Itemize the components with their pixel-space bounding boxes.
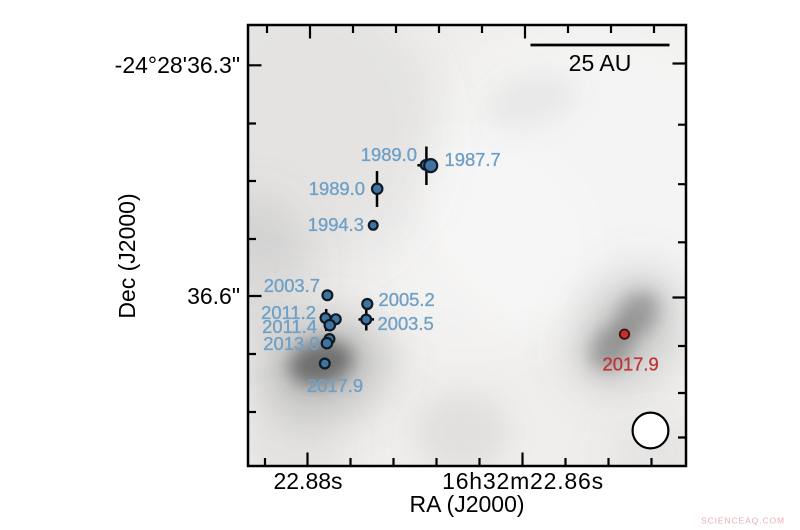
svg-text:2017.9: 2017.9 [307, 375, 363, 396]
svg-text:RA (J2000): RA (J2000) [409, 491, 524, 517]
svg-text:1989.0: 1989.0 [361, 144, 417, 165]
svg-text:2017.9: 2017.9 [603, 354, 659, 375]
svg-text:1987.7: 1987.7 [445, 149, 501, 170]
svg-text:25 AU: 25 AU [569, 50, 632, 76]
svg-text:-24°28'36.3": -24°28'36.3" [115, 52, 240, 78]
svg-text:2003.7: 2003.7 [264, 275, 320, 296]
svg-text:22.88s: 22.88s [273, 468, 342, 494]
svg-text:2013.0: 2013.0 [263, 333, 319, 354]
svg-text:2005.2: 2005.2 [379, 289, 435, 310]
svg-text:2011.2: 2011.2 [261, 302, 316, 323]
svg-text:1994.3: 1994.3 [308, 214, 364, 235]
svg-text:2011.4: 2011.4 [262, 316, 317, 337]
svg-text:1989.0: 1989.0 [309, 178, 365, 199]
svg-text:Dec (J2000): Dec (J2000) [114, 193, 140, 318]
svg-text:36.6": 36.6" [187, 283, 240, 309]
svg-text:2003.5: 2003.5 [378, 313, 434, 334]
svg-text:SCIENCEAQ.COM: SCIENCEAQ.COM [701, 516, 785, 526]
svg-text:16h32m22.86s: 16h32m22.86s [442, 468, 604, 494]
